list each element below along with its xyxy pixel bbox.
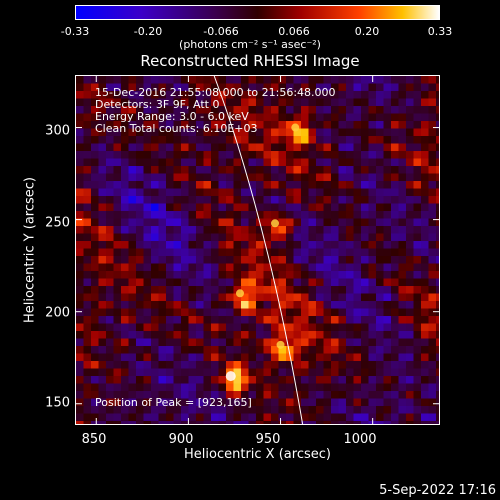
heatmap-cells <box>76 76 439 424</box>
x-tick-label: 950 <box>255 432 281 447</box>
x-tick-label: 1000 <box>343 432 377 447</box>
colorbar-tick-label: -0.066 <box>203 25 239 38</box>
solar-limb-line <box>213 76 304 424</box>
plot-title: Reconstructed RHESSI Image <box>140 52 360 70</box>
date-stamp: 5-Sep-2022 17:16 <box>379 483 496 498</box>
y-tick-label: 250 <box>45 215 70 231</box>
bright-source-point <box>271 219 280 228</box>
x-tick-label: 850 <box>81 432 107 447</box>
x-tick-label: 900 <box>168 432 194 447</box>
colorbar-units: (photons cm⁻² s⁻¹ asec⁻²) <box>179 38 321 51</box>
y-tick-label: 300 <box>45 123 70 139</box>
colorbar-tick-label: -0.20 <box>133 25 163 38</box>
colorbar-tick-label: 0.066 <box>278 25 310 38</box>
bright-source-point <box>291 123 300 132</box>
peak-position-annotation: Position of Peak = [923,165] <box>95 396 252 409</box>
clean-annotation: Clean Total counts: 6.10E+03 <box>95 122 258 135</box>
detectors-annotation: Detectors: 3F 9F, Att 0 <box>95 98 220 111</box>
y-axis-label: Heliocentric Y (arcsec) <box>22 177 38 323</box>
y-tick-label: 150 <box>45 395 70 411</box>
heatmap-image <box>76 76 439 424</box>
colorbar-tick-label: 0.20 <box>354 25 380 38</box>
colorbar <box>75 5 440 20</box>
x-axis-label: Heliocentric X (arcsec) <box>184 447 331 462</box>
bright-source-point <box>276 340 285 349</box>
image-plot-area <box>75 75 440 425</box>
time-range-annotation: 15-Dec-2016 21:55:08.000 to 21:56:48.000 <box>95 86 336 99</box>
bright-source-point <box>235 289 244 298</box>
colorbar-tick-label: -0.33 <box>60 25 90 38</box>
bright-source-point <box>225 371 236 382</box>
colorbar-tick-label: 0.33 <box>427 25 453 38</box>
energy-annotation: Energy Range: 3.0 - 6.0 keV <box>95 110 249 123</box>
y-tick-label: 200 <box>45 305 70 321</box>
axis-tick-marks <box>76 76 439 424</box>
